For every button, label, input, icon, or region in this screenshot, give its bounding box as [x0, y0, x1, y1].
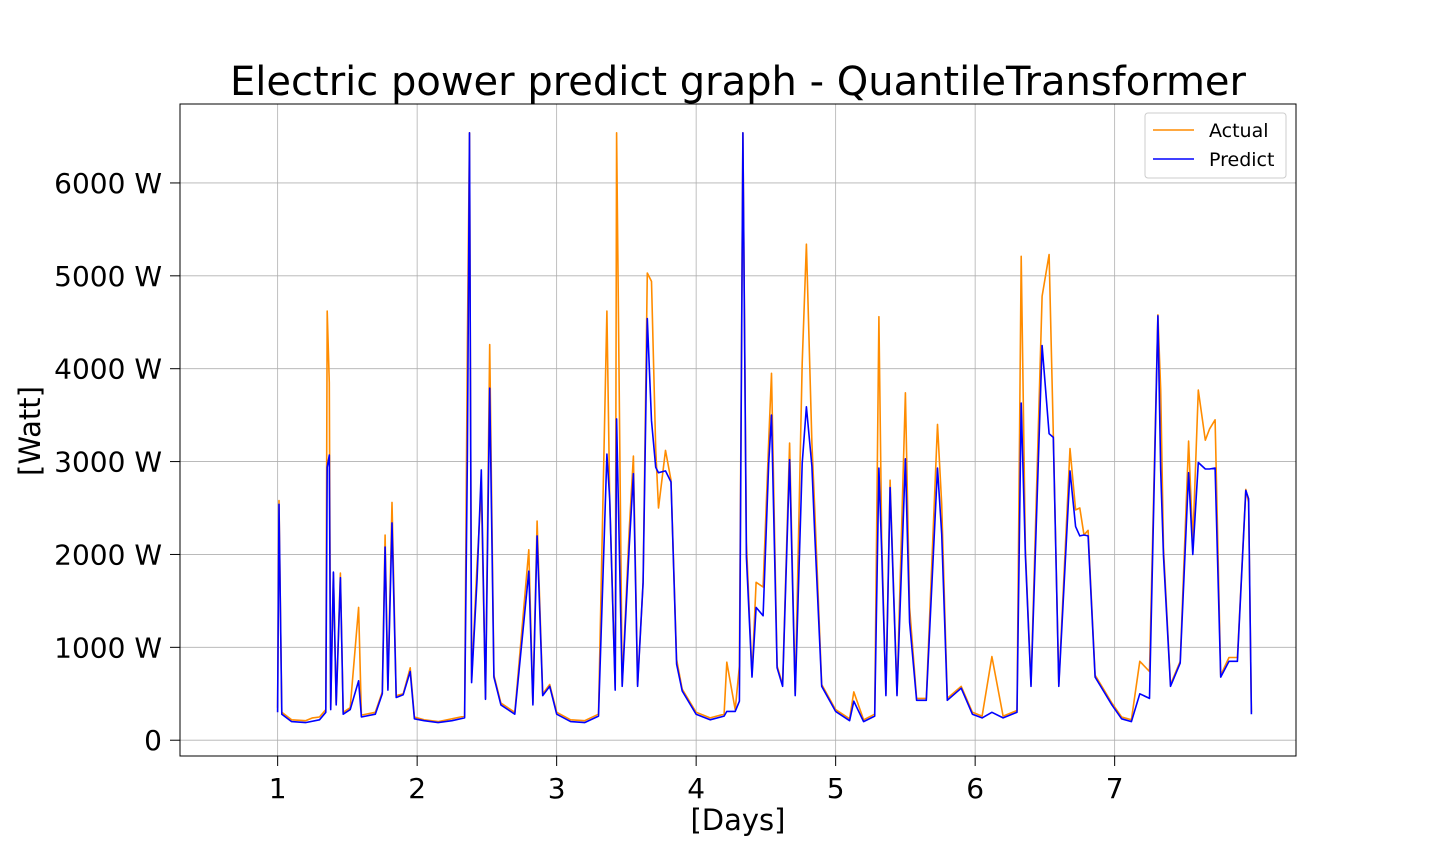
chart-title: Electric power predict graph - QuantileT… [230, 59, 1246, 105]
series-layer [276, 132, 1253, 724]
x-axis: 1 2 3 4 5 6 7 [269, 756, 1124, 805]
plot-frame [179, 103, 1297, 757]
series-line-predict [276, 132, 1253, 724]
y-tick-label: 3000 W [54, 446, 162, 479]
x-tick-label: 6 [966, 772, 984, 805]
y-tick-label: 6000 W [54, 167, 162, 200]
x-tick-label: 2 [408, 772, 426, 805]
x-tick-label: 5 [827, 772, 845, 805]
y-tick-label: 1000 W [54, 631, 162, 664]
y-tick-label: 0 [144, 724, 162, 757]
x-axis-label: [Days] [690, 803, 785, 837]
legend: Actual Predict [1144, 112, 1287, 179]
grid [180, 104, 1296, 756]
x-tick-label: 7 [1106, 772, 1124, 805]
legend-label-actual: Actual [1209, 120, 1269, 142]
x-tick-label: 1 [269, 772, 287, 805]
y-axis: 0 1000 W 2000 W 3000 W 4000 W 5000 W 6000 W [54, 167, 180, 757]
y-axis-label: [Watt] [13, 386, 47, 476]
x-tick-label: 3 [548, 772, 566, 805]
series-line-actual [276, 132, 1253, 723]
y-tick-label: 5000 W [54, 260, 162, 293]
y-tick-label: 2000 W [54, 538, 162, 571]
y-tick-label: 4000 W [54, 353, 162, 386]
x-tick-label: 4 [687, 772, 705, 805]
legend-label-predict: Predict [1209, 149, 1274, 171]
